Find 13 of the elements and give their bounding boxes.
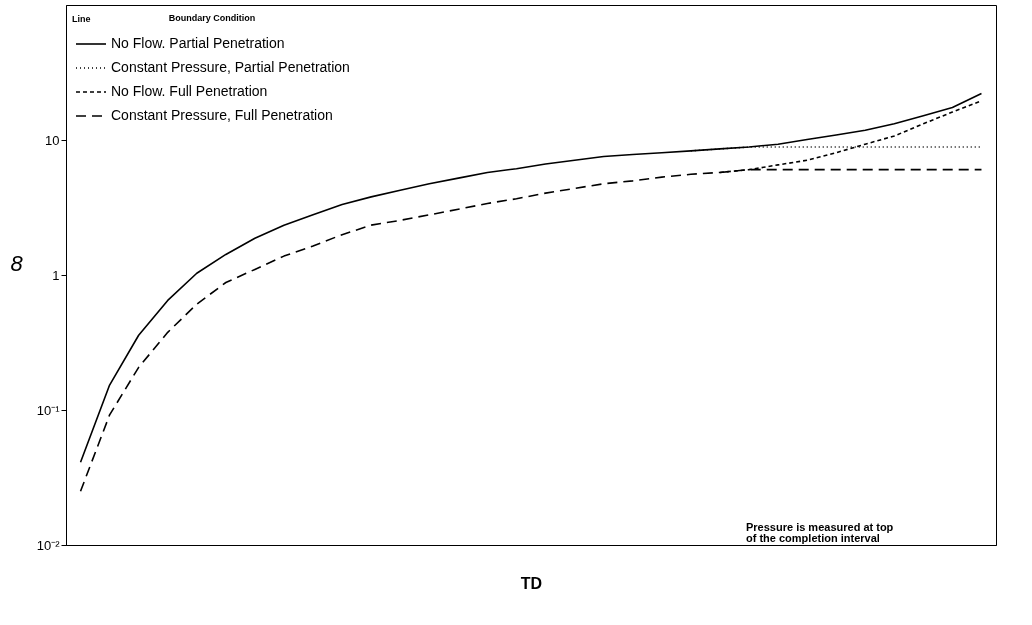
y-tick-label: 1 <box>52 267 60 283</box>
y-axis-title: 8 <box>10 250 24 276</box>
x-axis-title: TD <box>520 574 543 592</box>
y-tick-label: 10 <box>45 132 60 148</box>
legend-label: No Flow. Partial Penetration <box>111 35 285 51</box>
y-tick-label: 10⁻¹ <box>36 402 61 418</box>
legend-label: Constant Pressure, Full Penetration <box>111 107 333 123</box>
legend-label: Constant Pressure, Partial Penetration <box>111 59 350 75</box>
legend-title: Boundary Condition <box>168 13 256 23</box>
legend-label: No Flow. Full Penetration <box>111 83 268 99</box>
y-tick-label: 10⁻² <box>36 537 61 553</box>
annotation: Line <box>72 14 91 24</box>
annotation: Pressure is measured at top of the completion interval <box>746 521 894 544</box>
